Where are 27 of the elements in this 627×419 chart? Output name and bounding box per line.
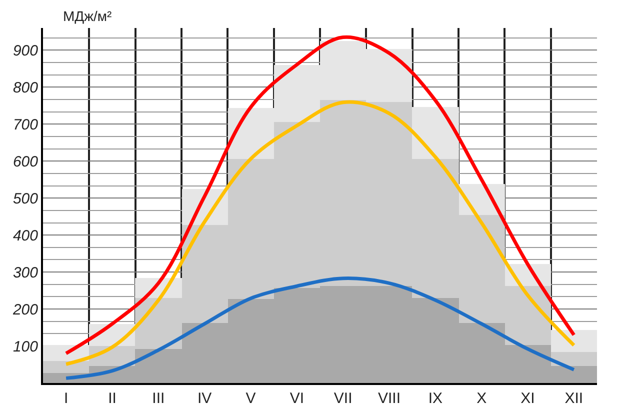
y-tick-label: 700 (12, 116, 39, 134)
line-series (64, 35, 576, 356)
x-tick-label: VII (334, 390, 352, 407)
x-tick-label: V (246, 390, 256, 407)
y-tick-label: 600 (12, 153, 39, 170)
y-tick-label: 300 (12, 264, 39, 282)
y-tick-label: 500 (12, 190, 39, 208)
bar (551, 330, 597, 352)
x-tick-label: VI (290, 390, 304, 407)
bar (551, 352, 597, 366)
y-axis-title: МДж/м² (63, 8, 112, 24)
x-tick-label: III (152, 390, 165, 407)
y-tick-label: 800 (12, 79, 39, 96)
x-tick-label: XI (520, 390, 535, 407)
x-tick-label: VIII (378, 390, 401, 407)
line-series (64, 100, 576, 366)
y-tick-label: 100 (12, 338, 39, 356)
x-tick-label: IX (428, 390, 443, 407)
y-tick-label: 400 (12, 227, 39, 244)
line-series (64, 276, 576, 380)
x-tick-label: IV (197, 390, 212, 407)
x-tick-label: XII (564, 390, 584, 407)
x-tick-label: X (476, 390, 487, 407)
x-tick-label: I (64, 390, 68, 407)
y-tick-label: 900 (12, 42, 39, 60)
y-tick-label: 200 (12, 301, 39, 318)
x-tick-label: II (108, 390, 116, 407)
